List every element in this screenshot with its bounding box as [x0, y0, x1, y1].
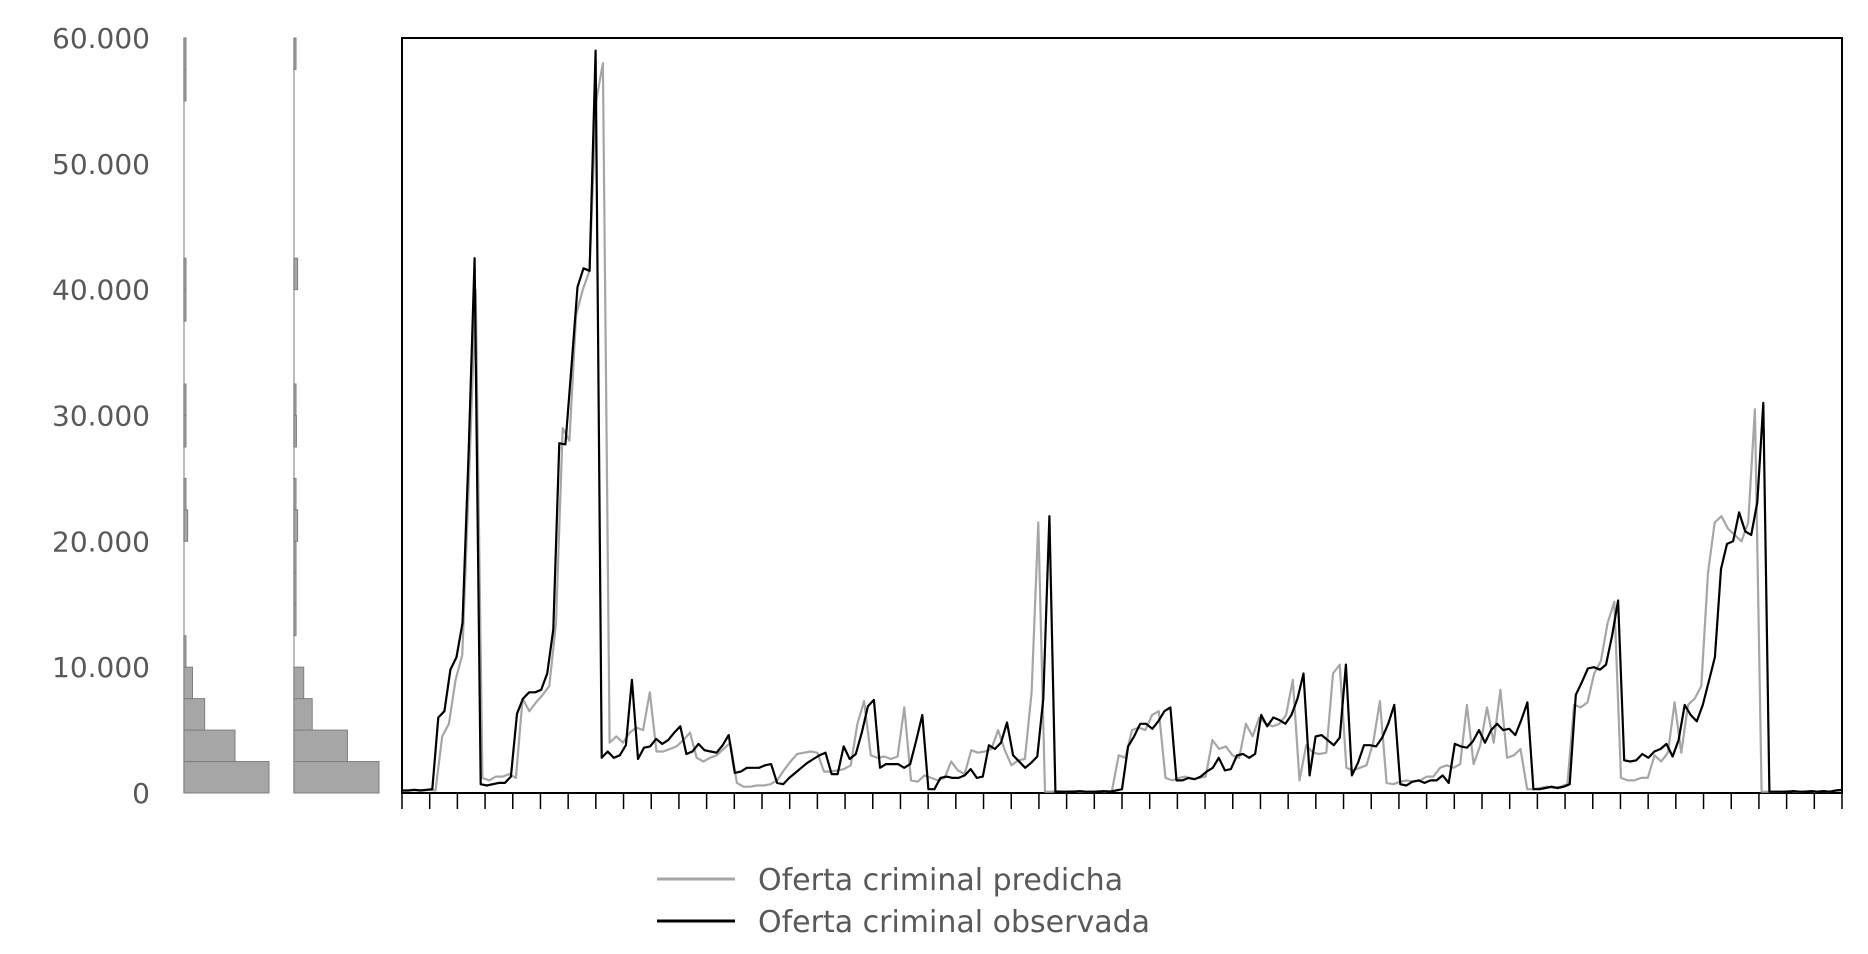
y-axis: 0 10.000 20.000 30.000 40.000 50.000 60.000	[52, 22, 150, 810]
legend: Oferta criminal predicha Oferta criminal…	[657, 863, 1150, 940]
plot-area	[401, 37, 1843, 809]
y-tick-label: 60.000	[52, 22, 150, 55]
histogram-bar	[183, 477, 187, 511]
histogram-bar	[293, 383, 297, 416]
histogram-bar	[293, 572, 297, 605]
histogram-bar	[293, 37, 297, 70]
histogram-bar	[293, 509, 299, 542]
histogram-bar	[183, 698, 206, 731]
legend-label-observada: Oferta criminal observada	[758, 905, 1150, 940]
histogram-bar	[183, 383, 187, 416]
histogram-bar	[293, 257, 299, 291]
histogram-bar	[183, 761, 270, 794]
histograms	[183, 37, 380, 794]
plot-frame	[401, 37, 1843, 794]
histogram-bar	[183, 37, 187, 70]
histogram-bar	[293, 603, 297, 637]
histogram-bar	[293, 729, 348, 763]
histogram-bar	[183, 257, 187, 291]
series-line-predicha	[402, 62, 1843, 793]
y-tick-label: 30.000	[52, 400, 150, 433]
histogram-bar	[183, 68, 187, 102]
y-tick-label: 0	[132, 777, 150, 810]
y-tick-label: 40.000	[52, 274, 150, 307]
histogram-bar	[293, 698, 313, 731]
legend-label-predicha: Oferta criminal predicha	[758, 863, 1123, 898]
histogram-bar	[293, 666, 305, 700]
y-tick-label: 50.000	[52, 148, 150, 181]
histogram-bar	[183, 635, 187, 668]
histogram-bar	[183, 415, 187, 448]
histogram-bar	[183, 666, 193, 700]
histogram-bar	[183, 289, 187, 322]
histogram-bar	[293, 761, 380, 794]
histogram-bar	[293, 540, 297, 574]
histogram-bar	[293, 415, 297, 448]
series-line-observada	[402, 49, 1843, 793]
y-tick-label: 20.000	[52, 525, 150, 558]
y-tick-label: 10.000	[52, 651, 150, 684]
histogram-bar	[293, 477, 297, 511]
histogram-bar	[183, 509, 189, 542]
histogram-bar	[183, 729, 236, 763]
